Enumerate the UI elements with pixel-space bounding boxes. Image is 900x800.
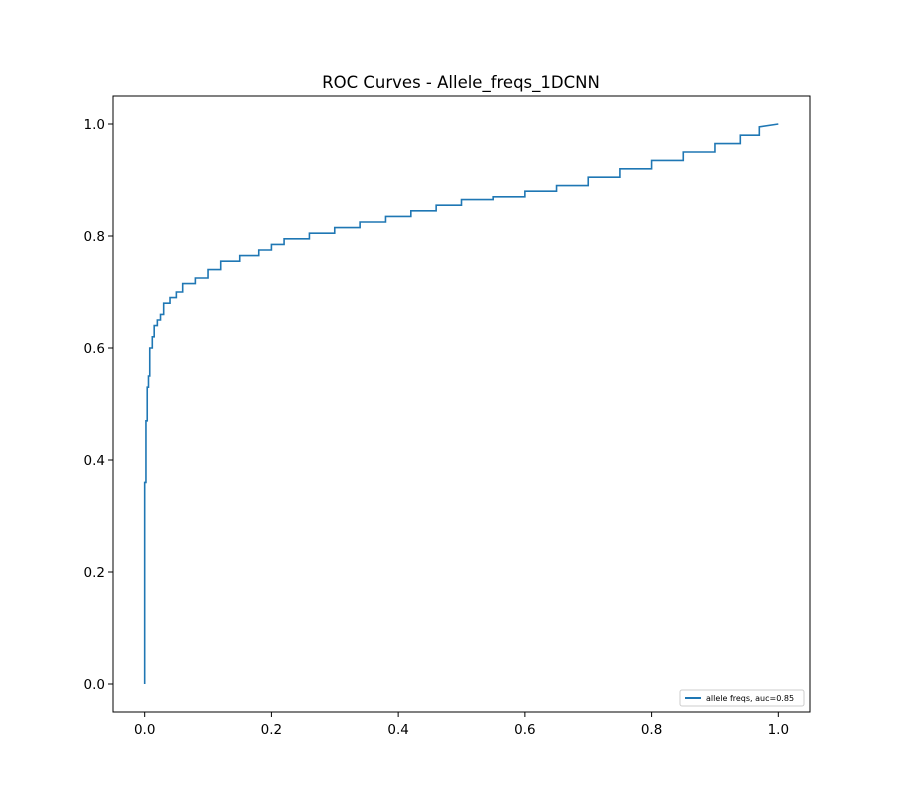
y-tick-label: 0.4 [84,453,105,469]
x-tick-label: 0.8 [641,722,662,738]
series-layer [143,123,779,684]
x-tick-label: 0.0 [134,722,155,738]
y-tick-label: 0.2 [84,565,105,581]
x-tick-label: 0.6 [514,722,535,738]
y-tick-label: 0.6 [84,341,105,357]
legend-box [679,689,805,707]
y-tick-label: 1.0 [84,117,105,133]
x-tick-label: 0.4 [387,722,408,738]
y-tick-label: 0.8 [84,229,105,245]
x-tick-label: 1.0 [768,722,789,738]
axes-frame [112,95,811,713]
y-tick-label: 0.0 [84,677,105,693]
chart-title: ROC Curves - Allele_freqs_1DCNN [322,73,600,93]
series-line-allele-freqs [143,123,779,684]
x-tick-label: 0.2 [261,722,282,738]
x-axis: 0.0 0.2 0.4 0.6 0.8 1.0 [134,712,789,738]
legend-label-allele-freqs: allele freqs, auc=0.85 [706,694,794,703]
y-axis: 0.0 0.2 0.4 0.6 0.8 1.0 [84,117,113,693]
legend: allele freqs, auc=0.85 [679,689,805,707]
plot-area: 0.0 0.2 0.4 0.6 0.8 1.0 0.0 0.2 0.4 0.6 0.8 1.0 [84,95,811,738]
